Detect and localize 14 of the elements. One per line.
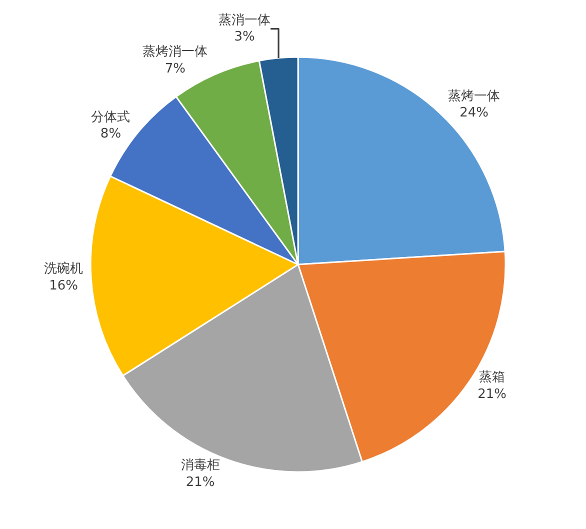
data-label: 21% (186, 474, 215, 490)
slice-label: 洗碗机 (44, 262, 84, 277)
slice-label: 蒸烤一体 (448, 88, 500, 104)
data-label: 21% (478, 387, 507, 402)
slice-label: 蒸烤消一体 (142, 44, 208, 60)
slice-label: 分体式 (91, 110, 130, 125)
data-label: 8% (100, 126, 122, 142)
data-label: 7% (164, 62, 186, 77)
data-label: 3% (234, 30, 255, 45)
data-label: 24% (460, 106, 489, 121)
slice-label: 蒸消一体 (218, 12, 271, 28)
slice-label: 消毒柜 (180, 458, 220, 473)
data-label: 16% (49, 278, 78, 294)
slice-label: 蒸箱 (479, 370, 506, 386)
